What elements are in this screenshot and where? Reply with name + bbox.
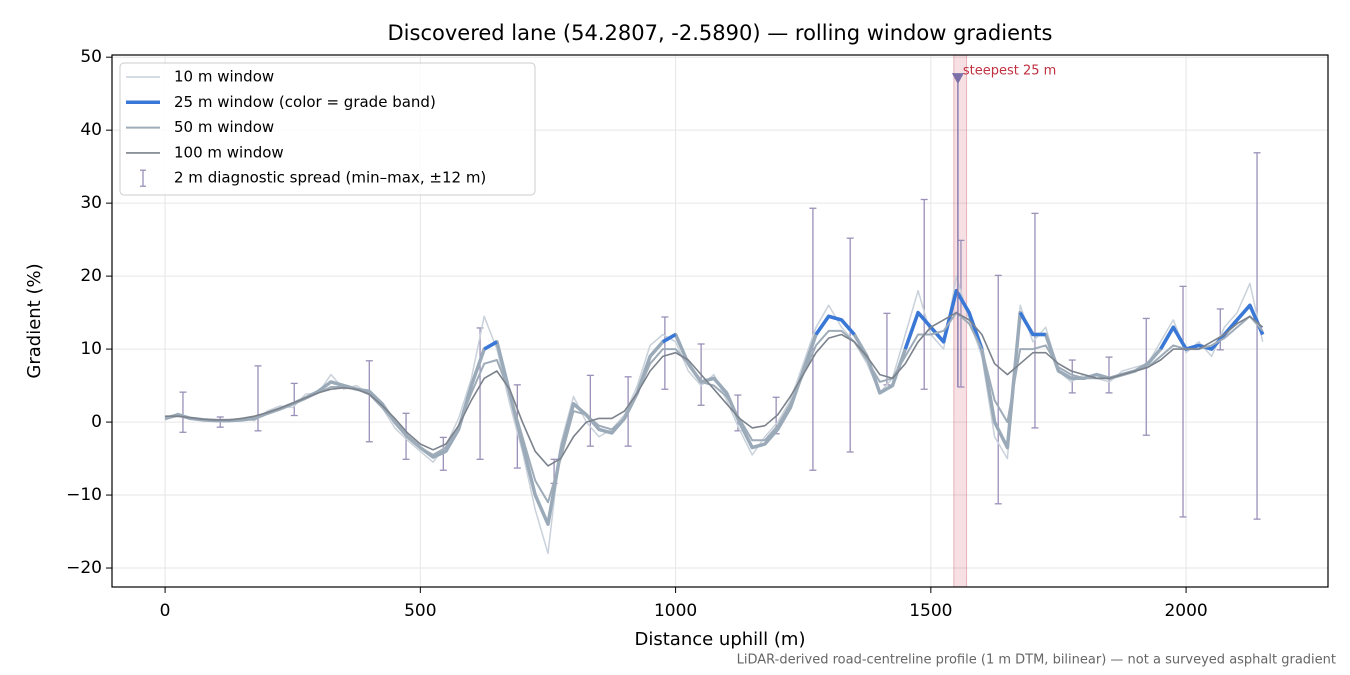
x-tick-label: 500: [404, 601, 436, 621]
x-tick-label: 1500: [909, 601, 952, 621]
x-axis-label: Distance uphill (m): [635, 629, 806, 650]
error-bar: [1068, 359, 1076, 394]
x-tick-label: 2000: [1164, 601, 1207, 621]
error-bar: [1105, 356, 1113, 394]
error-bar: [586, 374, 594, 447]
y-tick-label: 10: [80, 339, 102, 359]
y-tick-label: 0: [91, 412, 102, 432]
error-bar: [1179, 285, 1187, 518]
error-bar: [1216, 308, 1224, 351]
error-bar: [1142, 317, 1150, 436]
annotation-marker: [951, 73, 964, 85]
series-line-highlight: [483, 340, 498, 351]
y-tick-label: −10: [66, 485, 102, 505]
series-line-highlight: [1159, 303, 1265, 351]
legend: 10 m window 25 m window (color = grade ba…: [119, 62, 536, 196]
legend-label: 25 m window (color = grade band): [174, 93, 436, 111]
error-bar: [661, 316, 669, 390]
plot-frame: [111, 54, 1329, 588]
error-bar: [920, 198, 928, 390]
legend-label: 50 m window: [174, 118, 274, 136]
error-bar: [179, 391, 187, 433]
error-bar: [994, 274, 1002, 505]
y-tick-label: 30: [80, 193, 102, 213]
series-line-highlight: [1018, 311, 1046, 337]
legend-box: [119, 62, 536, 196]
error-bar: [957, 239, 965, 388]
error-bar: [290, 382, 298, 417]
series-line-highlight: [661, 332, 677, 344]
y-tick-label: −20: [66, 558, 102, 578]
error-bar: [1253, 152, 1261, 520]
legend-label: 2 m diagnostic spread (min–max, ±12 m): [174, 169, 486, 187]
error-bar: [846, 237, 854, 453]
y-tick-label: 20: [80, 266, 102, 286]
x-tick-label: 0: [160, 601, 171, 621]
series-line: [165, 311, 1264, 467]
series-line-highlight: [814, 314, 856, 336]
legend-label: 100 m window: [174, 143, 284, 161]
error-bar: [254, 365, 262, 432]
series-line-highlight: [903, 288, 984, 350]
error-bar: [365, 360, 373, 443]
y-tick-label: 50: [80, 47, 102, 67]
y-axis-label: Gradient (%): [24, 263, 45, 378]
error-bar: [1031, 212, 1039, 429]
annotation-text: steepest 25 m: [963, 64, 1056, 79]
chart-title: Discovered lane (54.2807, -2.5890) — rol…: [388, 21, 1053, 45]
footnote: LiDAR-derived road-centreline profile (1…: [737, 653, 1336, 668]
y-tick-label: 40: [80, 120, 102, 140]
x-tick-label: 1000: [654, 601, 697, 621]
legend-label: 10 m window: [174, 68, 274, 86]
